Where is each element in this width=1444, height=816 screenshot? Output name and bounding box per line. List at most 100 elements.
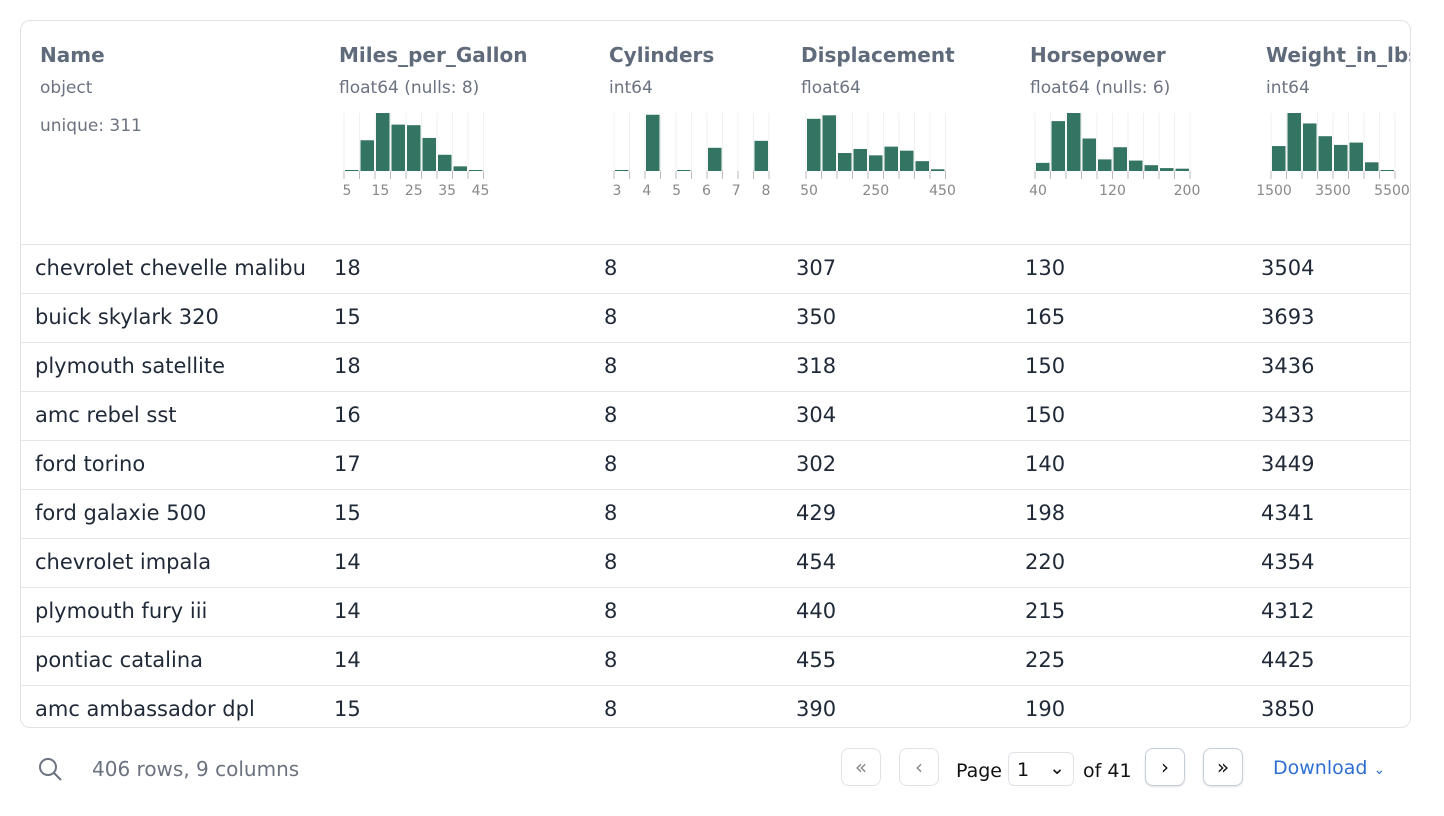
next-page-button[interactable]: › — [1145, 748, 1185, 786]
page-select[interactable]: 1 ⌄ — [1008, 752, 1074, 786]
histogram-bar — [869, 155, 883, 171]
histogram-bar — [469, 170, 483, 171]
table-cell: chevrolet impala — [35, 550, 212, 574]
histogram-tick-label: 7 — [732, 183, 741, 199]
table-row[interactable]: amc ambassador dpl 15 8 390 190 3850 — [21, 686, 1410, 727]
table-row[interactable]: plymouth satellite 18 8 318 150 3436 — [21, 343, 1410, 392]
table-row[interactable]: buick skylark 320 15 8 350 165 3693 — [21, 294, 1410, 343]
histogram-bar — [615, 170, 629, 171]
download-label: Download — [1273, 757, 1368, 779]
table-row[interactable]: amc rebel sst 16 8 304 150 3433 — [21, 392, 1410, 441]
histogram-bar — [853, 148, 867, 171]
table-cell: 8 — [604, 648, 618, 672]
table-cell: 225 — [1025, 648, 1066, 672]
histogram-tick-label: 6 — [702, 183, 711, 199]
table-cell: 429 — [796, 501, 837, 525]
histogram-tick-label: 120 — [1099, 183, 1126, 199]
page-label: Page — [956, 760, 1002, 782]
histogram-bar — [1082, 138, 1096, 171]
table-cell: 3449 — [1261, 452, 1315, 476]
histogram-bar — [1160, 168, 1174, 171]
histogram-tick-label: 1500 — [1256, 183, 1292, 199]
table-cell: 4312 — [1261, 599, 1315, 623]
histogram-bar — [1036, 162, 1050, 171]
histogram-bar — [1380, 170, 1394, 171]
table-cell: 455 — [796, 648, 837, 672]
histogram-tick-label: 3500 — [1315, 183, 1351, 199]
table-row[interactable]: pontiac catalina 14 8 455 225 4425 — [21, 637, 1410, 686]
table-row[interactable]: ford torino 17 8 302 140 3449 — [21, 441, 1410, 490]
column-type: float64 — [801, 78, 861, 98]
histogram-tick-label: 25 — [405, 183, 423, 199]
histogram-bar — [391, 124, 405, 171]
histogram-tick-label: 250 — [862, 183, 889, 199]
histogram-bar — [1334, 144, 1348, 171]
table-body: chevrolet chevelle malibu 18 8 307 130 3504 bu… — [21, 245, 1410, 727]
histogram-bar — [677, 170, 691, 171]
prev-page-button[interactable]: ‹ — [899, 748, 939, 786]
table-cell: ford galaxie 500 — [35, 501, 207, 525]
histogram: 3 4 5 6 7 8 — [613, 113, 771, 199]
first-page-button[interactable]: « — [841, 748, 881, 786]
column-type: float64 (nulls: 8) — [339, 78, 480, 98]
table-cell: 150 — [1025, 403, 1066, 427]
histogram-bar — [1175, 168, 1189, 171]
table-cell: 18 — [334, 354, 361, 378]
histogram-tick-label: 5 — [343, 183, 352, 199]
histogram-tick-label: 45 — [472, 183, 490, 199]
table-cell: 318 — [796, 354, 837, 378]
table-row[interactable]: ford galaxie 500 15 8 429 198 4341 — [21, 490, 1410, 539]
table-row[interactable]: chevrolet impala 14 8 454 220 4354 — [21, 539, 1410, 588]
table-cell: 130 — [1025, 256, 1066, 280]
row-count: 406 rows, 9 columns — [92, 757, 300, 781]
table-cell: 198 — [1025, 501, 1066, 525]
histogram-bar — [915, 161, 929, 171]
histogram-bar — [822, 115, 836, 171]
table-cell: 8 — [604, 354, 618, 378]
histogram-bar — [360, 140, 374, 171]
table-cell: 302 — [796, 452, 837, 476]
histogram-bar — [838, 153, 852, 171]
table-cell: 3850 — [1261, 697, 1315, 721]
table-cell: 15 — [334, 305, 361, 329]
histogram-tick-label: 40 — [1029, 183, 1047, 199]
column-type: int64 — [609, 78, 653, 98]
histogram-bar — [1129, 160, 1143, 171]
histogram-bar — [345, 170, 359, 171]
column-unique: unique: 311 — [40, 116, 142, 136]
table-cell: 220 — [1025, 550, 1066, 574]
histogram: 5 15 25 35 45 — [343, 113, 489, 199]
table-cell: 15 — [334, 501, 361, 525]
search-icon[interactable] — [37, 756, 63, 782]
page-select-value: 1 — [1017, 759, 1030, 781]
table-cell: chevrolet chevelle malibu — [35, 256, 306, 280]
table-cell: 390 — [796, 697, 837, 721]
last-page-button[interactable]: » — [1203, 748, 1243, 786]
data-table: Name object unique: 311 Miles_per_Gallon flo… — [20, 20, 1411, 728]
histogram-bar — [646, 114, 660, 171]
histogram-bar — [1349, 142, 1363, 171]
table-cell: 3693 — [1261, 305, 1315, 329]
table-cell: 165 — [1025, 305, 1066, 329]
histogram-bar — [1272, 146, 1286, 171]
table-cell: 14 — [334, 648, 361, 672]
histogram-bar — [1098, 159, 1112, 171]
table-cell: 307 — [796, 256, 837, 280]
table-row[interactable]: chevrolet chevelle malibu 18 8 307 130 3504 — [21, 245, 1410, 294]
table-cell: 14 — [334, 599, 361, 623]
column-name: Horsepower — [1030, 43, 1166, 67]
column-name: Weight_in_lbs — [1266, 43, 1411, 67]
table-row[interactable]: plymouth fury iii 14 8 440 215 4312 — [21, 588, 1410, 637]
histogram-bar — [422, 137, 436, 171]
histogram-bar — [884, 146, 898, 171]
table-cell: 3504 — [1261, 256, 1315, 280]
histogram: 1500 3500 5500 — [1256, 113, 1410, 199]
histogram-bar — [376, 113, 390, 171]
download-button[interactable]: Download ⌄ — [1273, 757, 1385, 779]
table-cell: plymouth fury iii — [35, 599, 208, 623]
histogram-tick-label: 3 — [613, 183, 622, 199]
column-name: Displacement — [801, 43, 955, 67]
histogram-bar — [453, 166, 467, 171]
column-name: Name — [40, 43, 105, 67]
histogram-tick-label: 8 — [762, 183, 771, 199]
